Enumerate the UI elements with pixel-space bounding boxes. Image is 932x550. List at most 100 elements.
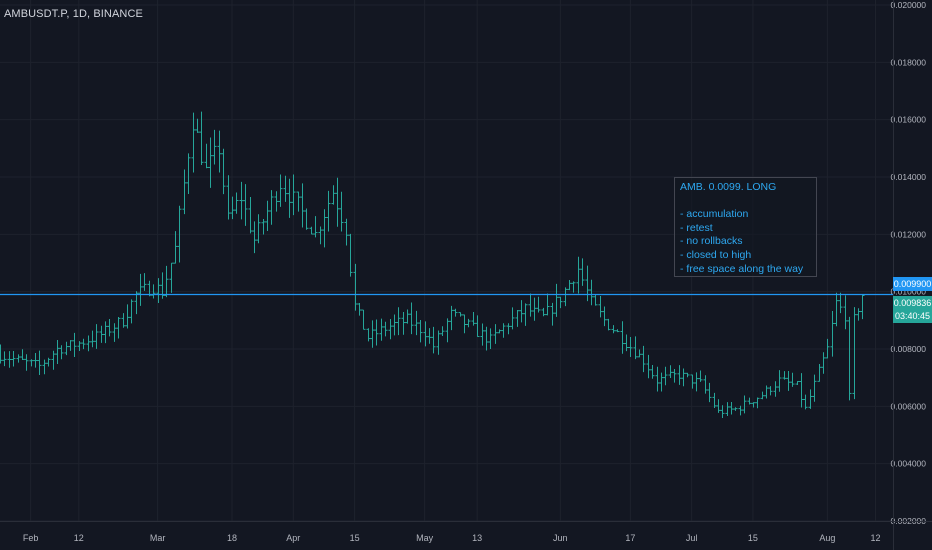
ohlc-bar: [7, 351, 12, 368]
x-tick-label: Mar: [150, 533, 166, 543]
ohlc-bar: [716, 399, 721, 413]
ohlc-bar: [261, 218, 266, 235]
x-tick-label: 18: [227, 533, 237, 543]
note-point: - accumulation: [680, 208, 749, 221]
x-tick-label: 15: [350, 533, 360, 543]
ohlc-bar: [707, 382, 712, 403]
ohlc-bar: [55, 339, 60, 364]
ohlc-bar: [59, 345, 64, 360]
ohlc-bar: [401, 311, 406, 335]
ohlc-bar: [768, 386, 773, 396]
ohlc-bar: [396, 307, 401, 336]
ohlc-bar: [480, 323, 485, 346]
ohlc-bar: [803, 394, 808, 410]
level-price-tag[interactable]: 0.009900: [893, 277, 932, 291]
ohlc-bar: [90, 330, 95, 348]
ohlc-bar: [620, 321, 625, 354]
ohlc-bar: [488, 328, 493, 349]
ohlc-bar: [733, 407, 738, 411]
ohlc-bar: [764, 385, 769, 399]
ohlc-bar: [777, 370, 782, 392]
ohlc-bar: [681, 368, 686, 387]
ohlc-bar: [703, 375, 708, 394]
ohlc-bar: [536, 296, 541, 313]
ohlc-bar: [300, 183, 305, 228]
ohlc-bar: [712, 392, 717, 409]
ohlc-bar: [287, 178, 292, 218]
ohlc-bar: [2, 351, 7, 367]
ohlc-bar: [423, 321, 428, 347]
ohlc-bar: [519, 300, 524, 323]
ohlc-bar: [269, 190, 274, 225]
ohlc-bar: [335, 177, 340, 227]
ohlc-bar: [821, 352, 826, 374]
ohlc-bar: [834, 292, 839, 327]
ohlc-bar: [112, 323, 117, 342]
ohlc-bar: [81, 338, 86, 350]
ohlc-bar: [624, 334, 629, 352]
ohlc-bar: [659, 372, 664, 392]
ohlc-bar: [528, 293, 533, 317]
ohlc-bar: [449, 305, 454, 331]
ohlc-bar: [755, 397, 760, 409]
ohlc-bar: [344, 218, 349, 246]
x-tick-label: Aug: [819, 533, 835, 543]
ohlc-bar: [366, 328, 371, 342]
ohlc-bar: [725, 402, 730, 417]
x-tick-label: Apr: [286, 533, 300, 543]
ohlc-bar: [585, 265, 590, 302]
ohlc-bar: [37, 350, 42, 376]
note-point: - closed to high: [680, 248, 752, 261]
bar-countdown-tag: 03:40:45: [893, 309, 932, 323]
ohlc-bar: [186, 153, 191, 195]
ohlc-bar: [812, 374, 817, 402]
ohlc-bar: [208, 137, 213, 188]
ohlc-bar: [72, 332, 77, 357]
ohlc-bar: [852, 307, 857, 400]
ohlc-bar: [611, 325, 616, 334]
ohlc-bar: [554, 283, 559, 317]
y-tick-label: 0.010000: [891, 287, 927, 297]
ohlc-bar: [817, 364, 822, 382]
ohlc-bar: [256, 214, 261, 244]
ohlc-bar: [138, 273, 143, 306]
ohlc-bar: [164, 265, 169, 298]
ohlc-bar: [637, 349, 642, 358]
ohlc-bar: [217, 130, 222, 173]
ohlc-bar: [291, 174, 296, 216]
ohlc-bar: [348, 233, 353, 277]
ohlc-bar: [204, 143, 209, 169]
ohlc-bar: [357, 302, 362, 316]
trade-note-box[interactable]: AMB. 0.0099. LONG - accumulation - retes…: [674, 177, 817, 277]
ohlc-bar: [720, 405, 725, 418]
note-title: AMB. 0.0099. LONG: [680, 181, 777, 193]
last-price-tag[interactable]: 0.009836: [893, 296, 932, 310]
ohlc-bar: [29, 359, 34, 367]
ohlc-bar: [677, 365, 682, 385]
ohlc-bar: [646, 354, 651, 379]
ohlc-bar: [11, 351, 16, 367]
ohlc-bar: [532, 297, 537, 321]
ohlc-bar: [685, 372, 690, 378]
x-tick-label: 12: [870, 533, 880, 543]
ohlc-bar: [142, 273, 147, 291]
ohlc-bar: [738, 405, 743, 416]
x-tick-label: 13: [472, 533, 482, 543]
ohlc-bar: [414, 310, 419, 336]
ohlc-bar: [690, 374, 695, 389]
ohlc-bar: [808, 389, 813, 409]
ohlc-bar: [760, 391, 765, 400]
ohlc-bar: [212, 129, 217, 165]
ohlc-bar: [506, 323, 511, 335]
ohlc-bar: [598, 295, 603, 318]
x-tick-label: 17: [625, 533, 635, 543]
ohlc-bar: [830, 310, 835, 357]
ohlc-bar: [322, 209, 327, 248]
y-tick-label: 0.008000: [891, 344, 927, 354]
ohlc-bar: [169, 262, 174, 293]
symbol-title[interactable]: AMBUSDT.P, 1D, BINANCE: [4, 8, 143, 20]
ohlc-bar: [16, 354, 21, 363]
ohlc-bar: [42, 359, 47, 375]
